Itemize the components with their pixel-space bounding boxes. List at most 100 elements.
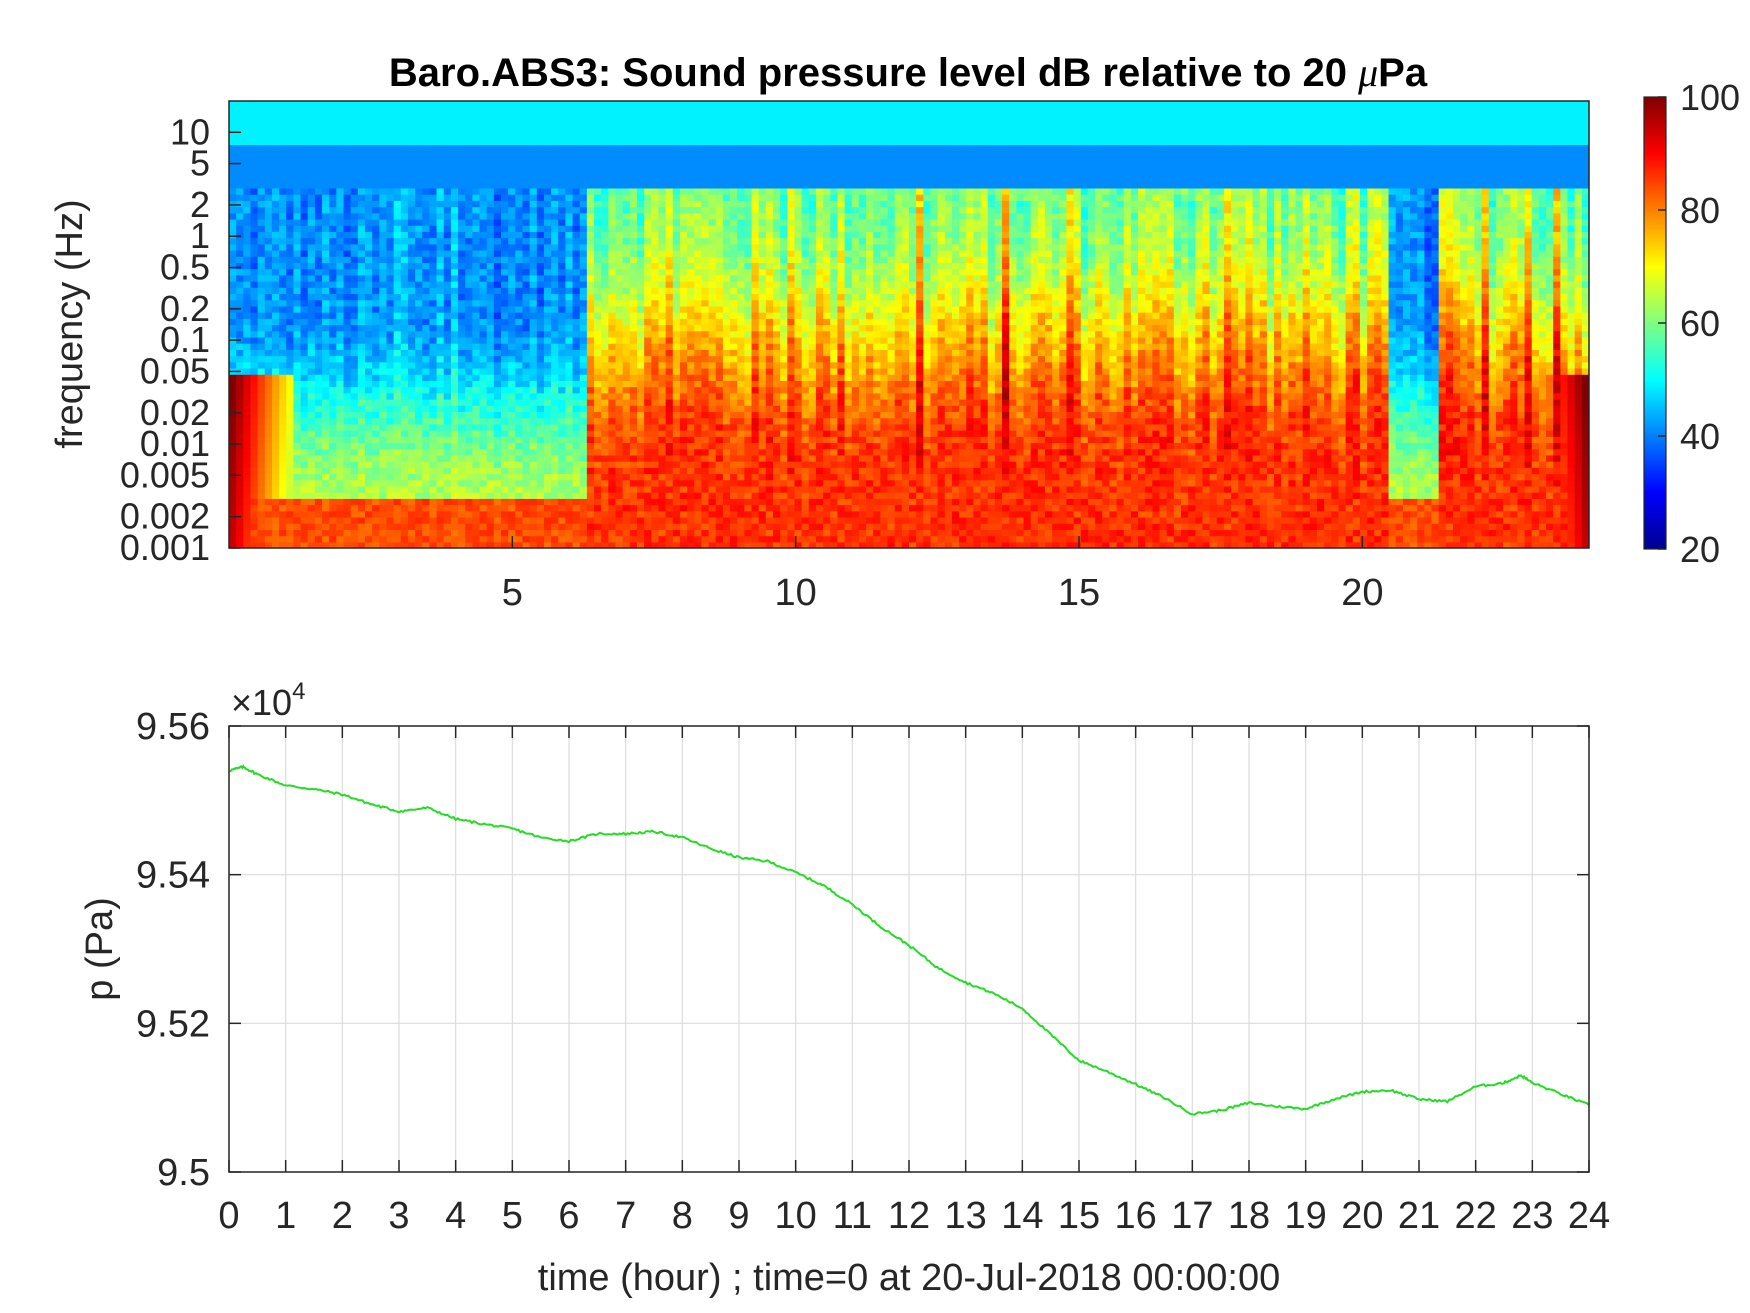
heatmap-cell	[300, 535, 309, 543]
heatmap-cell	[694, 237, 703, 245]
heatmap-cell	[372, 386, 380, 394]
heatmap-cell	[493, 305, 502, 313]
heatmap-cell	[415, 200, 423, 208]
heatmap-cell	[314, 256, 323, 264]
heatmap-cell	[293, 436, 302, 444]
heatmap-cell	[465, 529, 473, 537]
heatmap-cell	[336, 423, 345, 431]
heatmap-cell	[558, 448, 567, 456]
heatmap-cell	[594, 212, 602, 220]
heatmap-cell	[615, 405, 624, 413]
heatmap-cell	[229, 144, 237, 152]
heatmap-cell	[665, 138, 674, 146]
heatmap-cell	[458, 169, 466, 177]
heatmap-cell	[637, 299, 645, 307]
heatmap-cell	[608, 523, 617, 530]
heatmap-cell	[694, 175, 703, 183]
heatmap-cell	[286, 113, 295, 121]
heatmap-cell	[572, 343, 581, 350]
heatmap-cell	[472, 510, 481, 518]
heatmap-cell	[271, 343, 280, 350]
heatmap-cell	[286, 367, 295, 375]
heatmap-cell	[529, 144, 538, 152]
heatmap-cell	[501, 132, 509, 139]
heatmap-cell	[687, 187, 695, 195]
heatmap-cell	[493, 194, 502, 201]
heatmap-cell	[400, 330, 409, 338]
heatmap-cell	[314, 492, 323, 499]
heatmap-cell	[271, 361, 280, 369]
heatmap-cell	[250, 392, 259, 400]
heatmap-cell	[508, 467, 516, 475]
heatmap-cell	[665, 485, 674, 493]
heatmap-cell	[608, 262, 617, 270]
heatmap-cell	[579, 206, 588, 214]
heatmap-cell	[493, 144, 502, 152]
heatmap-cell	[622, 467, 631, 475]
heatmap-cell	[322, 467, 330, 475]
heatmap-cell	[393, 169, 402, 177]
heatmap-cell	[286, 498, 295, 506]
heatmap-cell	[586, 218, 595, 226]
heatmap-cell	[508, 281, 516, 288]
heatmap-cell	[658, 374, 667, 381]
heatmap-cell	[501, 299, 509, 307]
heatmap-cell	[307, 442, 316, 450]
heatmap-cell	[372, 361, 380, 369]
heatmap-cell	[236, 262, 244, 270]
heatmap-cell	[357, 175, 366, 183]
heatmap-cell	[322, 485, 330, 493]
heatmap-cell	[665, 125, 674, 133]
heatmap-cell	[637, 399, 645, 406]
heatmap-cell	[515, 430, 524, 437]
heatmap-cell	[543, 541, 552, 548]
heatmap-cell	[637, 529, 645, 537]
heatmap-cell	[701, 312, 710, 319]
heatmap-cell	[608, 212, 617, 220]
heatmap-cell	[586, 156, 595, 164]
heatmap-cell	[508, 231, 516, 239]
heatmap-cell	[672, 299, 681, 307]
heatmap-cell	[450, 436, 459, 444]
heatmap-cell	[565, 175, 574, 183]
heatmap-cell	[429, 107, 438, 115]
heatmap-cell	[236, 200, 244, 208]
heatmap-cell	[336, 405, 345, 413]
heatmap-cell	[586, 473, 595, 481]
heatmap-cell	[379, 399, 388, 406]
heatmap-cell	[372, 343, 380, 350]
heatmap-cell	[472, 399, 481, 406]
heatmap-cell	[629, 113, 638, 121]
heatmap-cell	[379, 125, 388, 133]
heatmap-cell	[543, 343, 552, 350]
heatmap-cell	[594, 380, 602, 388]
heatmap-cell	[644, 392, 652, 400]
heatmap-cell	[407, 374, 416, 381]
heatmap-cell	[386, 250, 395, 257]
chart-title: Baro.ABS3: Sound pressure level dB relat…	[389, 50, 1428, 95]
heatmap-cell	[658, 436, 667, 444]
heatmap-cell	[694, 312, 703, 319]
heatmap-cell	[694, 386, 703, 394]
heatmap-cell	[665, 107, 674, 115]
heatmap-cell	[522, 101, 531, 108]
heatmap-cell	[558, 355, 567, 363]
heatmap-cell	[701, 529, 710, 537]
heatmap-cell	[479, 281, 488, 288]
heatmap-cell	[243, 225, 252, 232]
heatmap-cell	[357, 125, 366, 133]
heatmap-cell	[336, 231, 345, 239]
heatmap-cell	[314, 324, 323, 332]
heatmap-cell	[365, 529, 373, 537]
heatmap-cell	[415, 206, 423, 214]
heatmap-cell	[658, 281, 667, 288]
heatmap-cell	[615, 411, 624, 419]
heatmap-cell	[400, 467, 409, 475]
heatmap-cell	[615, 237, 624, 245]
heatmap-cell	[637, 417, 645, 425]
heatmap-cell	[529, 467, 538, 475]
heatmap-cell	[665, 293, 674, 301]
heatmap-cell	[300, 150, 309, 158]
heatmap-cell	[336, 343, 345, 350]
heatmap-cell	[572, 423, 581, 431]
